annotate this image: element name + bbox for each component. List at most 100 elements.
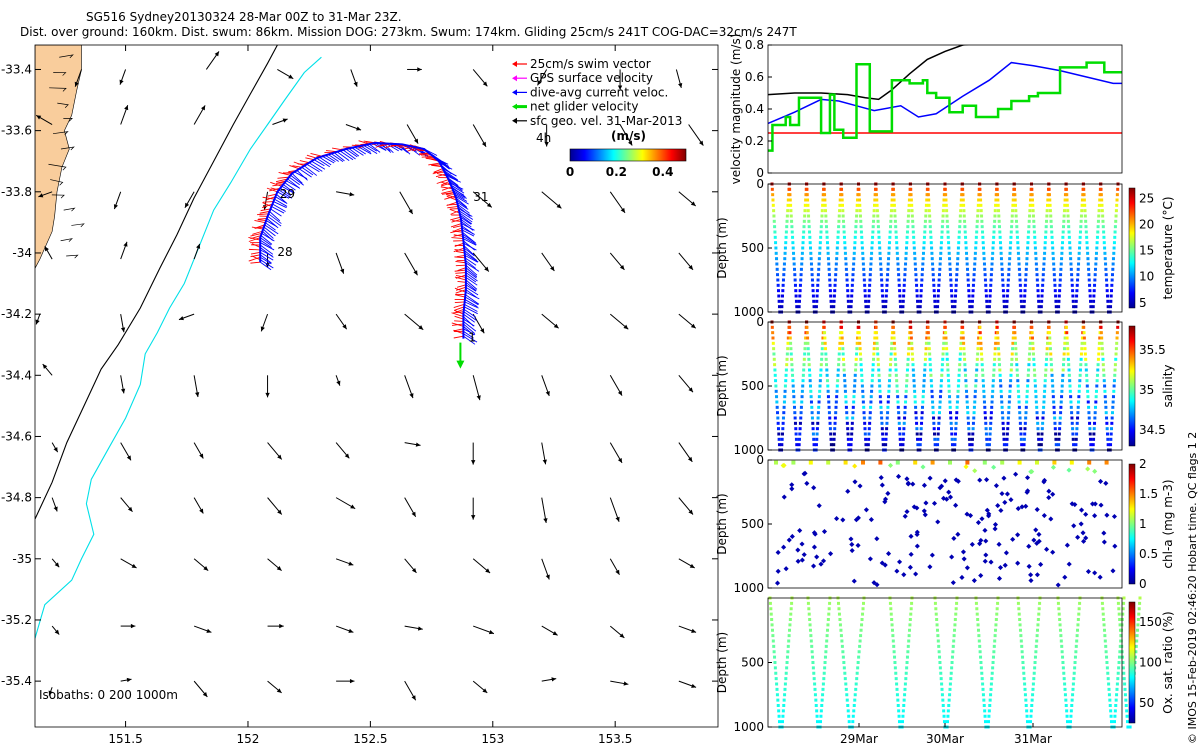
oxygen-sample xyxy=(950,666,954,670)
chla-sample xyxy=(1034,506,1040,513)
map-axes-frame xyxy=(34,44,719,728)
depth-sample xyxy=(846,294,850,298)
oxygen-sample xyxy=(1069,720,1073,724)
depth-sample xyxy=(791,373,795,377)
chla-sample xyxy=(1080,530,1086,536)
depth-sample xyxy=(864,437,868,441)
current-vector-head xyxy=(485,568,491,573)
oxygen-sample xyxy=(940,687,944,691)
depth-sample xyxy=(856,198,860,202)
depth-sample xyxy=(1082,331,1086,335)
dac-vector xyxy=(259,256,272,265)
depth-sample xyxy=(842,225,846,229)
depth-sample xyxy=(957,230,961,234)
depth-sample xyxy=(780,299,784,303)
depth-sample xyxy=(904,389,908,393)
depth-sample xyxy=(1016,384,1020,388)
oxygen-sample xyxy=(837,607,841,611)
oxygen-sample xyxy=(858,644,862,648)
depth-sample xyxy=(1066,352,1070,356)
depth-sample xyxy=(913,257,917,261)
oxygen-sample xyxy=(893,655,897,659)
depth-sample xyxy=(773,373,777,377)
chla-sample xyxy=(1038,561,1044,568)
depth-sample xyxy=(1015,368,1019,372)
oxygen-sample xyxy=(978,644,982,648)
depth-sample xyxy=(886,262,890,266)
depth-sample xyxy=(921,251,925,255)
dac-vector xyxy=(311,160,326,170)
depth-sample xyxy=(884,443,888,447)
oxygen-sample xyxy=(894,677,898,681)
depth-sample xyxy=(991,241,995,245)
depth-sample xyxy=(771,341,775,345)
depth-sample xyxy=(885,289,889,293)
oxygen-sample xyxy=(947,704,951,707)
depth-sample xyxy=(863,421,867,425)
oxygen-sample xyxy=(1073,666,1077,670)
depth-sample xyxy=(881,437,885,441)
chla-sample xyxy=(983,538,989,544)
depth-sample xyxy=(822,187,826,191)
oxygen-sample xyxy=(953,618,957,621)
oxygen-sample xyxy=(890,628,894,632)
oxygen-sample xyxy=(1123,682,1127,686)
chla-sample xyxy=(780,462,786,469)
depth-sample xyxy=(895,241,899,245)
depth-sample xyxy=(1070,283,1074,287)
chla-sample xyxy=(855,542,861,548)
depth-sample xyxy=(783,389,787,393)
depth-sample xyxy=(1093,273,1097,277)
depth-sample xyxy=(1080,341,1084,345)
depth-sample xyxy=(997,357,1001,361)
swim-vector xyxy=(446,193,455,195)
oxygen-sample xyxy=(976,628,980,632)
dac-vector xyxy=(452,188,464,196)
depth-sample xyxy=(1100,341,1104,345)
depth-sample xyxy=(1109,443,1113,447)
oxygen-sample xyxy=(946,720,950,724)
depth-sample xyxy=(1070,416,1074,420)
depth-sample xyxy=(931,262,935,266)
depth-sample xyxy=(880,283,884,287)
oxygen-sample xyxy=(1101,612,1105,616)
oxygen-sample xyxy=(1100,601,1104,605)
dac-vector xyxy=(465,262,480,272)
depth-sample xyxy=(869,257,873,261)
depth-sample xyxy=(844,400,848,404)
chla-sample xyxy=(811,485,817,491)
depth-sample xyxy=(1022,443,1026,447)
depth-sample xyxy=(833,416,837,420)
oxygen-sample xyxy=(902,704,906,707)
dac-vector xyxy=(463,247,475,257)
chla-sample xyxy=(801,552,807,558)
depth-sample xyxy=(826,246,830,250)
depth-sample xyxy=(809,395,813,399)
depth-sample xyxy=(816,416,820,420)
depth-sample xyxy=(993,357,997,361)
chla-sample xyxy=(904,476,910,482)
current-vector-head xyxy=(690,201,696,206)
oxygen-sample xyxy=(906,644,910,648)
depth-sample xyxy=(1046,336,1050,340)
depth-sample xyxy=(1098,336,1102,340)
depth-sample xyxy=(855,203,859,207)
depth-sample xyxy=(799,411,803,415)
oxygen-sample xyxy=(1137,612,1141,616)
depth-sample xyxy=(866,305,870,309)
dac-vector xyxy=(259,247,274,258)
oxygen-sample xyxy=(1020,650,1024,654)
depth-sample xyxy=(998,230,1002,234)
depth-sample xyxy=(808,368,812,372)
depth-sample xyxy=(1040,437,1044,441)
chla-sample xyxy=(914,531,920,537)
oxygen-sample xyxy=(812,677,816,681)
current-vector-head xyxy=(350,504,356,509)
depth-sample xyxy=(975,368,979,372)
oxygen-sample xyxy=(1069,709,1073,713)
oxygen-sample xyxy=(951,644,955,648)
depth-sample xyxy=(1101,214,1105,218)
depth-sample xyxy=(965,400,969,404)
depth-sample xyxy=(888,230,892,234)
